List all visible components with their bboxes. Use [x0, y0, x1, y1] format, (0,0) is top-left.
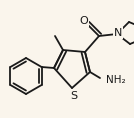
Text: NH₂: NH₂: [106, 75, 126, 85]
Text: O: O: [80, 16, 88, 26]
Text: N: N: [114, 28, 122, 38]
Text: S: S: [70, 91, 78, 101]
